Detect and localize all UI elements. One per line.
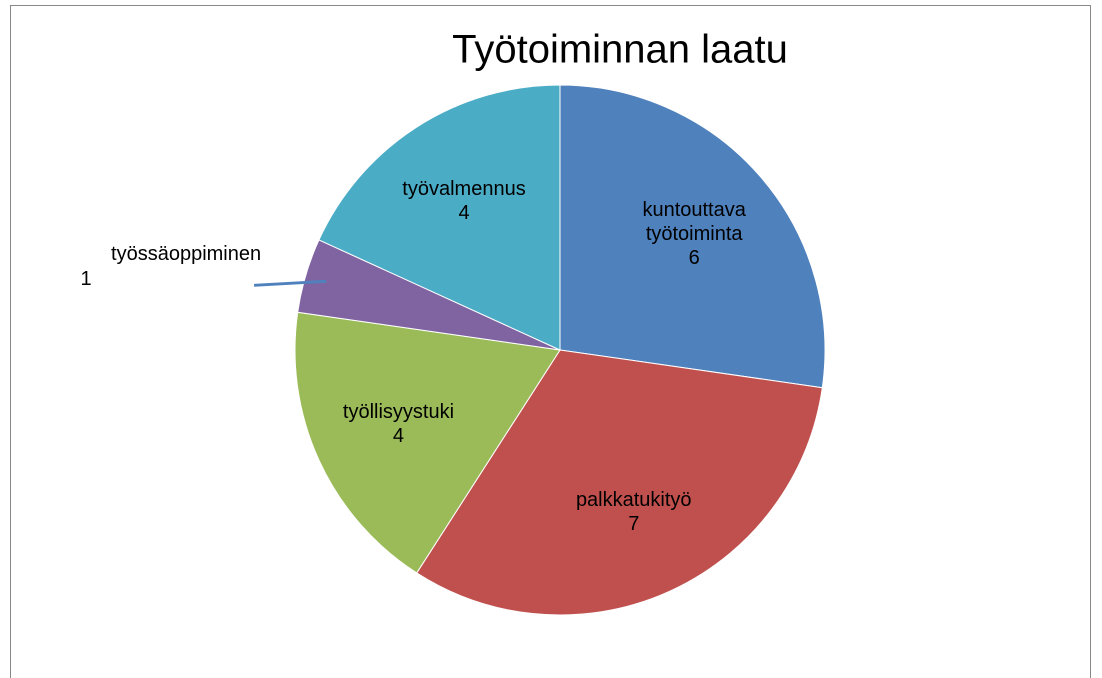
pie-slice [559,84,826,389]
slice-label: työvalmennus [402,177,526,200]
slice-value: 7 [628,512,640,535]
slice-value: 4 [392,424,405,447]
slice-label: kuntouttava työtoiminta [642,198,746,245]
chart-title: Työtoiminnan laatu [452,28,788,72]
chart-frame [10,5,1091,678]
slice-value: 6 [688,246,700,269]
pie-slice [294,311,561,574]
pie-slice [416,349,823,616]
pie-slice [318,84,561,351]
slice-value: 1 [80,268,92,291]
slice-label: työssäoppiminen [111,243,262,266]
slice-value: 4 [458,201,470,224]
leader-line [253,279,327,287]
slice-label: palkkatukityö [575,488,692,511]
slice-label: työllisyystuki [342,400,455,423]
